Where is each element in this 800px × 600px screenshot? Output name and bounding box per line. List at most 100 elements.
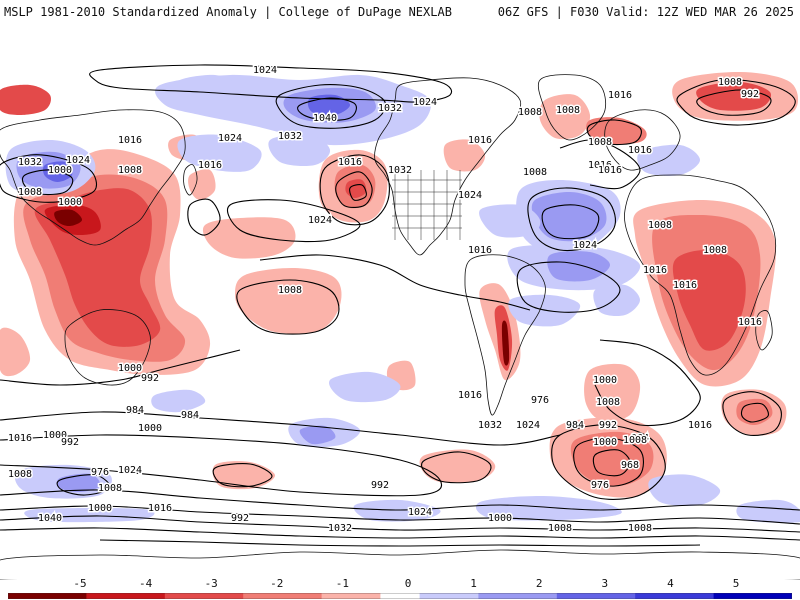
mslp-anomaly-map: 1024 1008 992 1016 1040 1032 1024 1032 1008 1016 1…	[0, 40, 800, 580]
anomaly-region	[0, 84, 51, 115]
colorbar-segment	[8, 593, 87, 599]
anomaly-region	[475, 496, 622, 521]
anomaly-region	[637, 144, 700, 176]
anomaly-region	[593, 284, 640, 317]
coastline	[183, 164, 198, 196]
isobar	[592, 449, 631, 477]
header: MSLP 1981-2010 Standardized Anomaly | Co…	[0, 0, 800, 40]
isobar-label: 1008	[118, 165, 142, 176]
colorbar-bar	[8, 593, 792, 599]
isobar-label: 992	[371, 480, 389, 491]
isobar-label: 984	[126, 405, 144, 416]
isobar-label: 1008	[628, 523, 652, 534]
anomaly-region	[329, 371, 401, 403]
isobar-label: 1016	[468, 245, 492, 256]
isobar	[0, 434, 443, 497]
isobar	[0, 411, 561, 446]
anomaly-region	[479, 204, 541, 238]
isobar-label: 1024	[66, 155, 90, 166]
isobar-label: 992	[61, 437, 79, 448]
colorbar-segment	[635, 593, 715, 599]
isobar-label: 1000	[48, 165, 72, 176]
coastline	[0, 109, 186, 246]
isobar-label: 976	[591, 480, 609, 491]
anomaly-region	[177, 134, 262, 172]
isobar	[275, 84, 387, 129]
isobar	[541, 204, 600, 240]
isobar-label: 1032	[378, 103, 402, 114]
isobar-label: 1016	[338, 157, 362, 168]
isobar	[297, 97, 357, 121]
isobar-label: 1016	[198, 160, 222, 171]
isobar	[551, 424, 666, 500]
isobar	[227, 199, 361, 243]
isobar-label: 1016	[458, 390, 482, 401]
coastline	[604, 109, 681, 171]
isobar-layer	[0, 64, 800, 547]
isobar-label: 1024	[408, 507, 432, 518]
isobar	[349, 184, 367, 201]
isobar	[0, 515, 800, 533]
colorbar-tick-label: 3	[601, 577, 609, 590]
colorbar-tick-label: 5	[732, 577, 740, 590]
coastline	[755, 310, 773, 351]
isobar-label: 1024	[413, 97, 437, 108]
anomaly-region	[419, 449, 496, 483]
colorbar-segment	[400, 593, 479, 599]
isobar	[319, 154, 390, 226]
isobar	[740, 402, 769, 423]
isobar	[0, 505, 800, 525]
anomaly-region	[443, 139, 486, 172]
colorbar-tick-label: -1	[335, 577, 350, 590]
isobar-label: 1024	[516, 420, 540, 431]
colorbar-tick-label: -5	[73, 577, 87, 590]
isobar-label: 992	[141, 373, 159, 384]
isobar	[99, 539, 701, 547]
coastline	[624, 174, 777, 376]
anomaly-region	[299, 425, 336, 445]
isobar	[56, 474, 111, 496]
isobar-label: 1008	[18, 187, 42, 198]
colorbar-tick-label: 1	[470, 577, 477, 590]
isobar-label: 1008	[523, 167, 547, 178]
isobar-label: 984	[181, 410, 199, 421]
isobar-label: 1032	[478, 420, 502, 431]
colorbar-segment	[243, 593, 323, 599]
anomaly-region	[54, 209, 83, 227]
isobar	[259, 254, 531, 311]
isobar	[0, 527, 800, 541]
colorbar-tick-label: -3	[204, 577, 218, 590]
isobar-label: 976	[531, 395, 549, 406]
isobar-label: 984	[566, 420, 584, 431]
anomaly-region	[0, 327, 31, 377]
isobar-label: 1000	[593, 437, 617, 448]
isobar-label: 1016	[628, 145, 652, 156]
anomaly-region	[188, 169, 216, 200]
isobar-label: 1016	[673, 280, 697, 291]
isobar-label: 1024	[253, 65, 277, 76]
isobar-label: 1024	[218, 133, 242, 144]
isobar-label: 1000	[43, 430, 67, 441]
anomaly-region	[539, 94, 591, 140]
isobar-label: 1016	[118, 135, 142, 146]
isobar-label: 1024	[573, 240, 597, 251]
isobar-label: 968	[621, 460, 639, 471]
isobar	[594, 339, 701, 427]
isobar-label: 1024	[118, 465, 142, 476]
isobar-label: 1008	[623, 435, 647, 446]
isobar-label: 1032	[328, 523, 352, 534]
isobar-label: 1016	[588, 160, 612, 171]
coastline	[537, 74, 607, 141]
anomaly-region	[56, 473, 101, 493]
coastline	[64, 309, 151, 386]
map-canvas: 1024100899210161040103210241032100810161…	[0, 64, 800, 580]
isobar-label: 1016	[8, 433, 32, 444]
anomaly-region	[353, 499, 441, 522]
isobar-label: 1008	[588, 137, 612, 148]
isobar	[516, 261, 621, 313]
isobar	[0, 154, 97, 203]
isobar-label: 1008	[518, 107, 542, 118]
colorbar-tick-label: -4	[138, 577, 153, 590]
anomaly-region	[570, 431, 654, 486]
isobar	[0, 489, 800, 511]
